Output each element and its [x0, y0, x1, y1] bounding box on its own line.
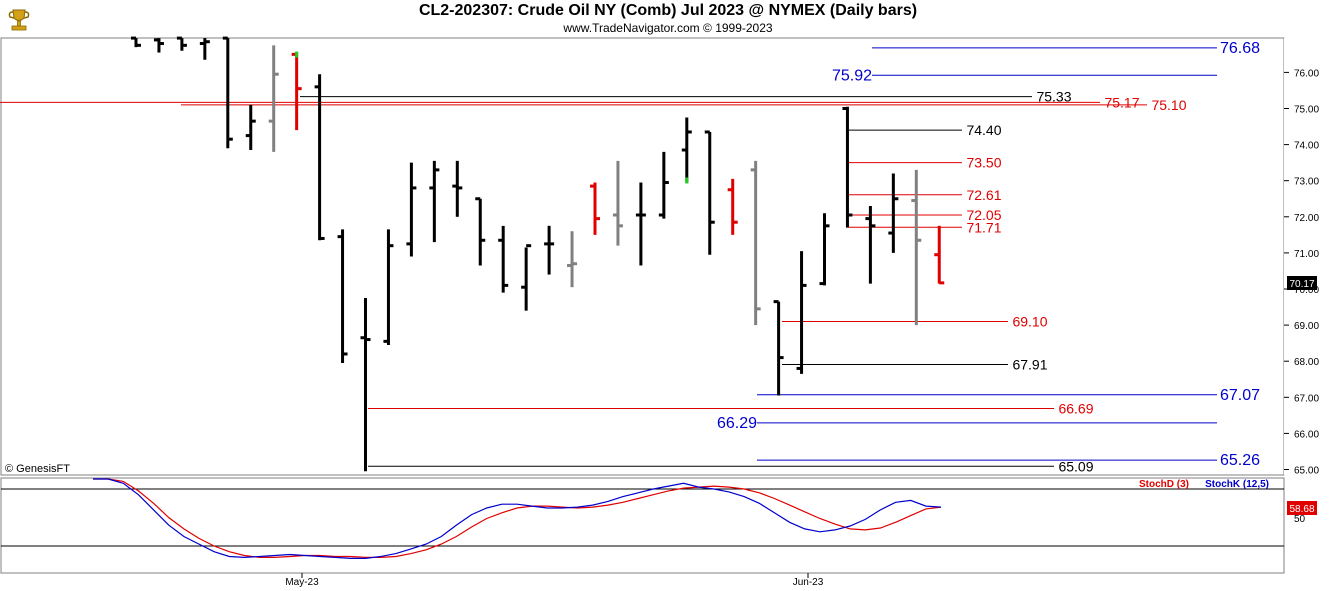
ohlc-bar: [911, 169, 922, 326]
price-tick-label: 75.00: [1294, 105, 1319, 116]
ohlc-bar: [199, 38, 210, 60]
level-label: 74.40: [966, 122, 1001, 138]
stoch-value-label: 58.68: [1289, 504, 1314, 515]
level-label: 76.68: [1220, 40, 1260, 57]
ohlc-bar: [773, 300, 784, 396]
stoch-tick-50: 50: [1294, 514, 1306, 525]
ohlc-bar: [452, 160, 463, 217]
ohlc-bar: [291, 51, 302, 131]
price-tick-label: 76.00: [1294, 68, 1319, 79]
ohlc-bar: [498, 225, 509, 293]
price-axis-ticks: 76.00 75.00 74.00 73.00 72.00 71.00 70.00 69.00…: [1284, 68, 1319, 477]
ohlc-bar: [567, 231, 578, 288]
level-label: 73.50: [966, 155, 1001, 171]
ohlc-bar: [360, 298, 371, 472]
ohlc-bar: [635, 182, 646, 266]
chart-subtitle: www.TradeNavigator.com © 1999-2023: [563, 21, 773, 35]
ohlc-bar: [865, 205, 876, 284]
ohlc-bars: [131, 36, 945, 472]
date-tick-label: Jun-23: [793, 577, 824, 588]
date-axis: May-23 Jun-23: [285, 573, 824, 588]
level-label: 75.92: [832, 67, 872, 84]
legend-stochk: StochK (12,5): [1205, 479, 1269, 490]
ohlc-bar: [222, 36, 233, 149]
level-label: 65.09: [1058, 458, 1093, 474]
price-tick-label: 68.00: [1294, 357, 1319, 368]
level-label: 72.61: [966, 187, 1001, 203]
level-label: 65.26: [1220, 452, 1260, 469]
stoch-value-badge: [1287, 501, 1317, 515]
ohlc-bar: [934, 225, 945, 285]
ohlc-bar: [658, 151, 669, 219]
price-level-lines: 76.68 75.92 75.33 75.17 75.10 74.40 73.50 72.61…: [0, 40, 1260, 474]
price-tick-label: 74.00: [1294, 141, 1319, 152]
stochd-line: [93, 478, 942, 559]
ohlc-bar: [383, 229, 394, 345]
price-tick-label: 67.00: [1294, 393, 1319, 404]
ohlc-bar: [819, 213, 830, 286]
level-label: 66.69: [1058, 400, 1093, 416]
price-panel: [0, 37, 1285, 476]
ohlc-bar: [521, 244, 532, 311]
stochastic-lines: [1, 478, 1284, 560]
ohlc-bar: [406, 162, 417, 257]
price-tick-label: 70.00: [1294, 285, 1319, 296]
ohlc-bar: [796, 251, 807, 374]
ohlc-bar: [314, 74, 325, 241]
stochk-line: [93, 478, 942, 560]
ohlc-bar: [727, 178, 738, 235]
level-label: 75.10: [1151, 97, 1186, 113]
ohlc-bar: [268, 45, 279, 152]
price-axis: [1284, 38, 1335, 475]
source-label: © GenesisFT: [5, 463, 70, 475]
trophy-logo-icon: [4, 4, 34, 34]
level-label: 75.33: [1036, 89, 1071, 105]
ohlc-bar: [131, 36, 141, 48]
level-label: 67.07: [1220, 387, 1260, 404]
ohlc-bar: [842, 106, 853, 228]
price-tick-label: 73.00: [1294, 177, 1319, 188]
date-tick-label: May-23: [285, 577, 319, 588]
price-tick-label: 65.00: [1294, 466, 1319, 477]
legend-stochd: StochD (3): [1139, 479, 1189, 490]
level-label: 72.05: [966, 207, 1001, 223]
ohlc-bar: [888, 173, 899, 253]
level-label: 66.29: [717, 415, 757, 432]
ohlc-bar: [429, 160, 440, 243]
ohlc-bar: [475, 197, 486, 266]
ohlc-bar: [544, 225, 555, 275]
ohlc-bar: [245, 104, 256, 151]
price-tick-label: 72.00: [1294, 213, 1319, 224]
chart-header: CL2-202307: Crude Oil NY (Comb) Jul 2023…: [0, 0, 1336, 38]
level-label: 75.17: [1104, 94, 1139, 110]
chart-title: CL2-202307: Crude Oil NY (Comb) Jul 2023…: [418, 2, 918, 19]
price-tick-label: 71.00: [1294, 249, 1319, 260]
ohlc-bar: [681, 117, 692, 184]
price-tick-label: 69.00: [1294, 321, 1319, 332]
ohlc-bar: [704, 130, 715, 255]
stochastic-panel: [0, 477, 1285, 574]
ohlc-bar: [612, 160, 623, 246]
ohlc-bar: [153, 38, 164, 53]
last-price-label: 70.17: [1289, 279, 1314, 290]
ohlc-bar: [337, 229, 348, 364]
last-price-badge: [1287, 276, 1317, 290]
ohlc-bar: [590, 182, 600, 235]
price-tick-label: 66.00: [1294, 429, 1319, 440]
ohlc-bar: [750, 160, 761, 326]
level-label: 67.91: [1012, 356, 1047, 372]
level-label: 71.71: [966, 219, 1001, 235]
level-label: 69.10: [1012, 313, 1047, 329]
ohlc-bar: [176, 36, 187, 51]
